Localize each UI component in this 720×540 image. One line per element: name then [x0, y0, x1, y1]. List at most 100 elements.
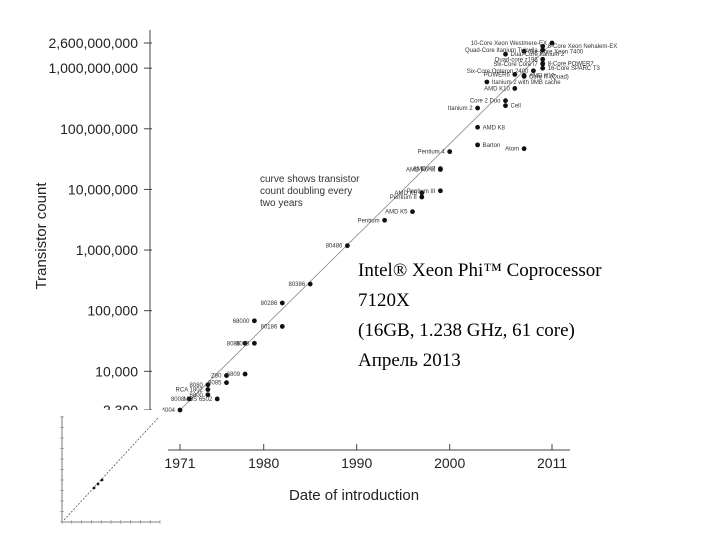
point-label: Atom [505, 147, 519, 153]
inset-background [34, 410, 164, 538]
y-tick-label: 100,000,000 [60, 121, 138, 137]
point-label: RCA 1802 [176, 388, 204, 394]
point-label: AMD K6-III [406, 168, 436, 174]
point-label: AMD K7 [413, 167, 436, 173]
point-label: POWER6 [484, 72, 511, 78]
data-point [521, 73, 527, 78]
y-tick-label: 10,000,000 [68, 181, 138, 197]
point-label: Itanium 2 [448, 106, 473, 112]
point-label: AMD K10 [484, 86, 510, 92]
data-point [503, 103, 508, 109]
trend-note-line: two years [260, 198, 303, 209]
point-label: 8-Core POWER7 [548, 61, 595, 67]
y-tick-label: 2,600,000,000 [48, 35, 138, 51]
product-annotation: Intel® Xeon Phi™ Coprocessor 7120X (16GB… [358, 256, 688, 376]
point-label: 8008 [171, 397, 185, 403]
data-point [475, 124, 480, 130]
data-point [540, 60, 546, 66]
point-label: 80486 [326, 244, 343, 250]
point-label: 8085 [208, 381, 222, 387]
data-point [224, 373, 229, 378]
y-tick-label: 10,000 [95, 363, 138, 379]
point-label: Cell [511, 104, 521, 110]
data-point [447, 149, 453, 155]
point-label: Dual-Core Itanium 2 [511, 52, 565, 58]
data-point [307, 281, 313, 287]
x-axis-title: Date of introduction [289, 487, 419, 504]
data-point [205, 392, 211, 398]
point-label: Itanium 2 with 9MB cache [492, 80, 561, 86]
inset-point [96, 482, 100, 486]
point-label: Pentium II [390, 195, 417, 201]
release-date: Апрель 2013 [358, 350, 461, 371]
data-point [512, 86, 518, 91]
point-label: Barton [483, 143, 501, 149]
data-point [503, 98, 508, 104]
point-label: Pentium 4 [418, 150, 446, 156]
y-tick-label: 100,000 [87, 303, 138, 319]
point-label: MOS 6502 [184, 397, 213, 403]
data-point [438, 188, 443, 194]
x-tick-label: 1990 [341, 455, 372, 471]
data-point [503, 51, 508, 57]
point-label: AMD K6 [394, 191, 417, 197]
data-point [410, 209, 415, 215]
point-label: 80186 [261, 324, 278, 330]
point-label: Z80 [211, 374, 222, 380]
data-point [252, 318, 257, 324]
y-tick-marks [144, 42, 152, 411]
inset-trend-line [63, 417, 159, 521]
point-label: 80386 [289, 282, 306, 288]
inset-chart [34, 410, 164, 538]
product-name: Intel® Xeon Phi™ Coprocessor [358, 260, 602, 281]
trend-note-line: count doubling every [260, 186, 352, 197]
data-point [549, 40, 555, 46]
point-label: 4004 [162, 408, 176, 414]
y-tick-label: 1,000,000 [76, 242, 138, 258]
data-point [345, 243, 350, 249]
point-label: Six-Core Xeon 7400 [529, 49, 584, 55]
inset-point [100, 478, 104, 482]
point-label: 6800 [190, 393, 204, 399]
point-label: Core 2 Duo [470, 99, 501, 105]
point-label: 6809 [227, 372, 241, 378]
x-tick-label: 2011 [537, 455, 567, 471]
data-point [512, 71, 518, 77]
point-label: 68000 [233, 319, 250, 325]
point-label: 80286 [261, 301, 278, 307]
point-label: Pentium III [407, 189, 436, 195]
point-label: 16-Core SPARC T3 [548, 66, 601, 72]
data-point [205, 382, 211, 388]
data-point [279, 324, 285, 329]
point-label: Quad-Core Itanium Tukwila [465, 48, 538, 54]
point-label: Pentium [358, 218, 380, 224]
data-point [242, 371, 248, 377]
point-label: 10-Core Xeon Westmere-EX [471, 41, 547, 47]
point-label: AMD K8 [483, 125, 506, 131]
data-point [521, 48, 527, 54]
data-point [252, 340, 257, 346]
x-tick-label: 2000 [434, 455, 465, 471]
point-label: 8088 [236, 341, 250, 347]
point-label: 8086 [227, 341, 241, 347]
data-point [521, 146, 527, 152]
data-point [540, 65, 546, 71]
data-point [540, 43, 546, 49]
data-point [186, 396, 192, 402]
y-tick-labels: 2,30010,000100,0001,000,00010,000,000100… [48, 35, 138, 418]
point-label: Six-Core Opteron 2400 [467, 69, 529, 75]
inset-point [92, 486, 96, 490]
data-point [177, 407, 183, 413]
point-label: Six-Core Core i7 [493, 62, 538, 68]
data-point [205, 387, 211, 392]
data-point [242, 340, 248, 346]
y-axis-title: Transistor count [33, 182, 50, 290]
product-specs: (16GB, 1.238 GHz, 61 core) [358, 320, 575, 341]
point-label: AMD K5 [385, 210, 408, 216]
data-point [382, 217, 387, 223]
product-model: 7120X [358, 290, 410, 311]
point-label: AMD K10 [529, 73, 555, 79]
data-point [279, 300, 285, 306]
